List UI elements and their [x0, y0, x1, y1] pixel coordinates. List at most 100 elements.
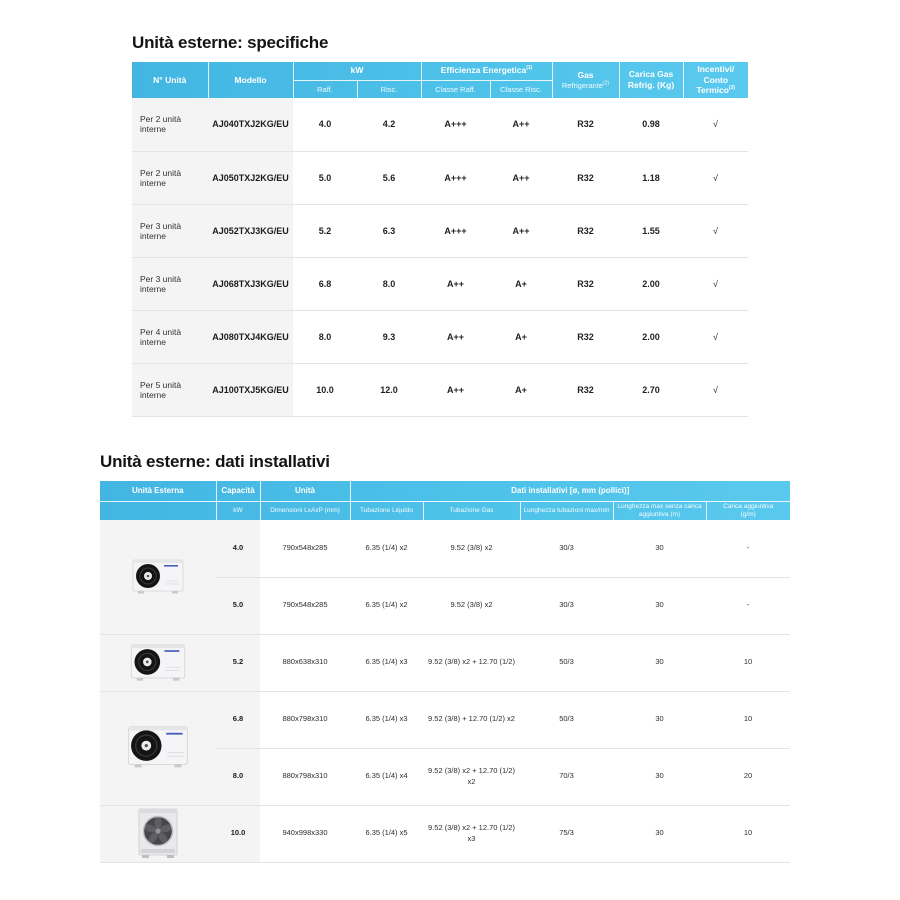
cell-dimensioni: 790x548x285 — [260, 577, 350, 635]
cell-capacita: 8.0 — [216, 748, 260, 806]
table-row: Per 3 unità interne AJ068TXJ3KG/EU 6.8 8… — [132, 257, 749, 311]
section-specs: Unità esterne: specifiche N° Unità Model… — [132, 33, 749, 417]
subheader-tubazione-gas: Tubazione Gas — [423, 501, 521, 520]
subheader-dimensioni: Dimensioni LxAxP (mm) — [260, 501, 351, 520]
cell-classe-raff: A++ — [421, 310, 490, 364]
cell-capacita: 6.8 — [216, 691, 260, 749]
outdoor-unit-small-mid-image — [100, 634, 216, 692]
subheader-kw: kW — [216, 501, 261, 520]
cell-lunghezza-tubazioni: 30/3 — [520, 577, 613, 635]
checkmark-icon: √ — [683, 98, 749, 152]
cell-gas: R32 — [552, 204, 620, 258]
cell-modello: AJ080TXJ4KG/EU — [208, 310, 293, 364]
table-row: Per 2 unità interne AJ050TXJ2KG/EU 5.0 5… — [132, 151, 749, 205]
cell-tubazione-gas: 9.52 (3/8) x2 — [423, 520, 520, 578]
cell-n-unita: Per 2 unità interne — [132, 151, 208, 205]
cell-kw-risc: 6.3 — [357, 204, 421, 258]
page-title-install: Unità esterne: dati installativi — [100, 452, 330, 471]
cell-carica: 2.00 — [619, 310, 684, 364]
cell-lunghezza-tubazioni: 50/3 — [520, 691, 613, 749]
cell-carica-aggiuntiva: 10 — [706, 805, 790, 863]
cell-modello: AJ052TXJ3KG/EU — [208, 204, 293, 258]
cell-classe-raff: A+++ — [421, 204, 490, 258]
table-row: 5.2 880x638x310 6.35 (1/4) x3 9.52 (3/8)… — [100, 634, 790, 692]
subheader-lunghezza-max: Lunghezza max senza carica aggiuntiva (m… — [613, 501, 707, 520]
table-row: Per 4 unità interne AJ080TXJ4KG/EU 8.0 9… — [132, 310, 749, 364]
cell-carica: 1.18 — [619, 151, 684, 205]
checkmark-icon: √ — [683, 151, 749, 205]
cell-gas: R32 — [552, 98, 620, 152]
cell-kw-risc: 8.0 — [357, 257, 421, 311]
cell-kw-raff: 8.0 — [293, 310, 357, 364]
checkmark-icon: √ — [683, 204, 749, 258]
cell-carica: 1.55 — [619, 204, 684, 258]
cell-n-unita: Per 3 unità interne — [132, 257, 208, 311]
outdoor-unit-medium-image — [100, 691, 216, 806]
cell-capacita: 5.2 — [216, 634, 260, 692]
checkmark-icon: √ — [683, 257, 749, 311]
cell-tubazione-gas: 9.52 (3/8) x2 — [423, 577, 520, 635]
cell-n-unita: Per 5 unità interne — [132, 363, 208, 417]
cell-classe-risc: A++ — [490, 98, 553, 152]
header-group-dati-installativi: Dati installativi [ø, mm (pollici)] — [350, 481, 790, 502]
cell-carica: 0.98 — [619, 98, 684, 152]
subheader-risc: Risc. — [357, 80, 422, 98]
outdoor-unit-icon — [138, 808, 178, 858]
cell-carica-aggiuntiva: 10 — [706, 691, 790, 749]
outdoor-unit-icon — [130, 643, 186, 681]
outdoor-unit-small-image — [100, 520, 216, 635]
table-row: 8.0 880x798x310 6.35 (1/4) x4 9.52 (3/8)… — [100, 748, 790, 806]
cell-modello: AJ040TXJ2KG/EU — [208, 98, 293, 152]
cell-kw-risc: 4.2 — [357, 98, 421, 152]
checkmark-icon: √ — [683, 310, 749, 364]
cell-classe-risc: A++ — [490, 151, 553, 205]
cell-gas: R32 — [552, 363, 620, 417]
cell-lunghezza-max: 30 — [613, 748, 706, 806]
cell-lunghezza-max: 30 — [613, 577, 706, 635]
cell-gas: R32 — [552, 257, 620, 311]
table-row: 5.0 790x548x285 6.35 (1/4) x2 9.52 (3/8)… — [100, 577, 790, 635]
header-group-capacita: Capacità — [216, 481, 261, 502]
cell-tubazione-gas: 9.52 (3/8) x2 + 12.70 (1/2) — [423, 634, 520, 692]
cell-n-unita: Per 2 unità interne — [132, 98, 208, 152]
cell-carica: 2.70 — [619, 363, 684, 417]
cell-lunghezza-tubazioni: 30/3 — [520, 520, 613, 578]
table-row: Per 3 unità interne AJ052TXJ3KG/EU 5.2 6… — [132, 204, 749, 258]
cell-kw-raff: 5.2 — [293, 204, 357, 258]
section-install: Unità esterne: dati installativi Unità E… — [100, 452, 790, 863]
subheader-tubazione-liquido: Tubazione Liquido — [350, 501, 424, 520]
cell-lunghezza-tubazioni: 50/3 — [520, 634, 613, 692]
cell-dimensioni: 940x998x330 — [260, 805, 350, 863]
cell-classe-risc: A+ — [490, 310, 553, 364]
cell-lunghezza-max: 30 — [613, 520, 706, 578]
cell-carica-aggiuntiva: 10 — [706, 634, 790, 692]
specs-table: N° Unità Modello kW Efficienza Energetic… — [132, 62, 749, 417]
subheader-classe-raff: Classe Raff. — [421, 80, 491, 98]
cell-modello: AJ050TXJ2KG/EU — [208, 151, 293, 205]
cell-dimensioni: 880x638x310 — [260, 634, 350, 692]
cell-lunghezza-max: 30 — [613, 634, 706, 692]
cell-dimensioni: 880x798x310 — [260, 691, 350, 749]
cell-n-unita: Per 3 unità interne — [132, 204, 208, 258]
cell-tubazione-liquido: 6.35 (1/4) x2 — [350, 577, 423, 635]
outdoor-unit-tall-image — [100, 805, 216, 863]
cell-kw-raff: 5.0 — [293, 151, 357, 205]
cell-modello: AJ068TXJ3KG/EU — [208, 257, 293, 311]
table-row: Per 5 unità interne AJ100TXJ5KG/EU 10.0 … — [132, 363, 749, 417]
header-carica-gas: Carica Gas Refrig. (Kg) — [619, 62, 684, 98]
page-title-specs: Unità esterne: specifiche — [132, 33, 329, 52]
cell-lunghezza-max: 30 — [613, 805, 706, 863]
cell-lunghezza-tubazioni: 70/3 — [520, 748, 613, 806]
install-table-header: Unità Esterna Capacità Unità Dati instal… — [100, 481, 790, 520]
cell-classe-risc: A++ — [490, 204, 553, 258]
cell-carica-aggiuntiva: 20 — [706, 748, 790, 806]
header-group-unita: Unità — [260, 481, 351, 502]
subheader-unita-esterna-spacer — [100, 501, 217, 520]
header-gas-refrigerante: Gas Refrigerante(2) — [552, 62, 620, 98]
cell-gas: R32 — [552, 310, 620, 364]
cell-dimensioni: 790x548x285 — [260, 520, 350, 578]
subheader-classe-risc: Classe Risc. — [490, 80, 553, 98]
subheader-lunghezza-tubazioni: Lunghezza tubazioni max/min — [520, 501, 614, 520]
cell-classe-raff: A++ — [421, 363, 490, 417]
cell-classe-raff: A+++ — [421, 98, 490, 152]
